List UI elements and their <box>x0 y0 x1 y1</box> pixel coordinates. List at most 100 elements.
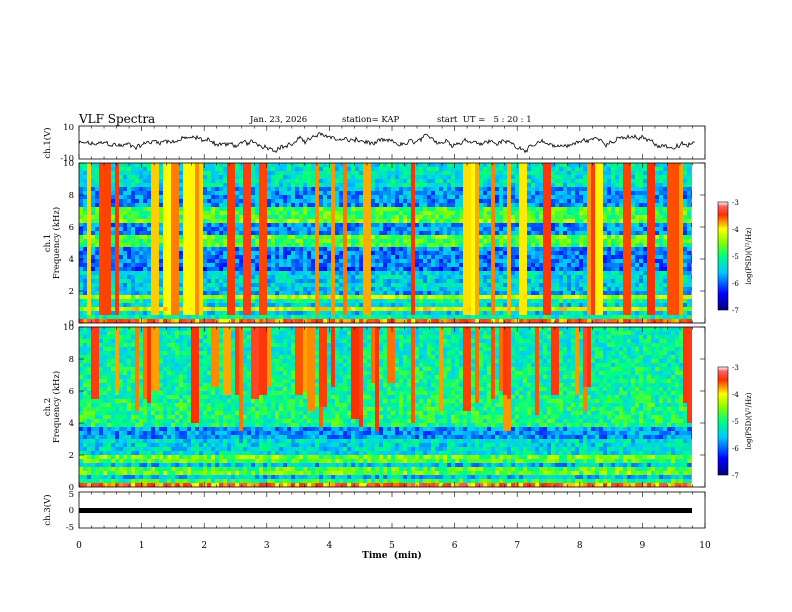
spectrogram-cell <box>611 235 615 239</box>
spectrogram-cell <box>143 199 147 203</box>
spectrogram-cell <box>567 267 571 271</box>
spectrogram-cell <box>315 271 319 275</box>
spectrogram-cell <box>459 279 463 283</box>
spectrogram-cell <box>103 183 107 187</box>
spectrogram-cell <box>631 227 635 231</box>
spectrogram-cell <box>259 187 263 191</box>
spectrogram-cell <box>639 279 643 283</box>
spectrogram-cell <box>483 175 487 179</box>
spectrogram-cell <box>607 267 611 271</box>
spectrogram-cell <box>135 163 139 167</box>
spectrogram-cell <box>171 199 175 203</box>
spectrogram-cell <box>299 199 303 203</box>
spectrogram-cell <box>327 287 331 291</box>
spectrogram-cell <box>407 239 411 243</box>
spectrogram-cell <box>387 175 391 179</box>
spectrogram-cell <box>179 251 183 255</box>
spectrogram-cell <box>143 179 147 183</box>
spectrogram-cell <box>679 215 683 219</box>
spectrogram-cell <box>523 203 527 207</box>
spectrogram-cell <box>367 251 371 255</box>
spectrogram-cell <box>427 207 431 211</box>
spectrogram-cell <box>539 215 543 219</box>
spectrogram-cell <box>375 279 379 283</box>
spectrogram-cell <box>267 163 271 167</box>
spectrogram-cell <box>315 203 319 207</box>
spectrogram-cell <box>667 163 671 167</box>
spectrogram-cell <box>663 231 667 235</box>
spectrogram-cell <box>523 199 527 203</box>
spectrogram-cell <box>515 263 519 267</box>
spectrogram-cell <box>175 171 179 175</box>
spectrogram-cell <box>439 215 443 219</box>
spectrogram-cell <box>527 255 531 259</box>
spectrogram-cell <box>291 231 295 235</box>
spectrogram-cell <box>91 275 95 279</box>
spectrogram-cell <box>519 255 523 259</box>
spectrogram-cell <box>263 195 267 199</box>
spectrogram-cell <box>307 199 311 203</box>
spectrogram-cell <box>135 191 139 195</box>
spectrogram-cell <box>639 223 643 227</box>
spectrogram-cell <box>531 171 535 175</box>
spectrogram-cell <box>555 259 559 263</box>
spectrogram-cell <box>567 203 571 207</box>
spectrogram-cell <box>475 211 479 215</box>
spectrogram-cell <box>523 235 527 239</box>
spectrogram-cell <box>647 239 651 243</box>
spectrogram-cell <box>631 263 635 267</box>
spectrogram-cell <box>543 251 547 255</box>
spectrogram-cell <box>315 283 319 287</box>
spectrogram-cell <box>435 259 439 263</box>
spectrogram-cell <box>659 175 663 179</box>
spectrogram-cell <box>159 279 163 283</box>
spectrogram-cell <box>267 183 271 187</box>
spectrogram-cell <box>663 207 667 211</box>
spectrogram-cell <box>491 167 495 171</box>
spectrogram-cell <box>535 275 539 279</box>
spectrogram-cell <box>687 259 691 263</box>
spectrogram-cell <box>243 211 247 215</box>
spectrogram-cell <box>203 279 207 283</box>
spectrogram-cell <box>191 263 195 267</box>
spectrogram-cell <box>431 287 435 291</box>
spectrogram-cell <box>623 275 627 279</box>
spectrogram-cell <box>415 203 419 207</box>
spectrogram-cell <box>647 191 651 195</box>
spectrogram-cell <box>207 235 211 239</box>
spectrogram-cell <box>183 215 187 219</box>
spectrogram-cell <box>659 163 663 167</box>
spectrogram-cell <box>187 199 191 203</box>
spectrogram-cell <box>559 227 563 231</box>
spectrogram-cell <box>455 247 459 251</box>
spectrogram-cell <box>575 211 579 215</box>
spectrogram-cell <box>487 267 491 271</box>
spectrogram-cell <box>367 227 371 231</box>
spectrogram-cell <box>231 211 235 215</box>
spectrogram-cell <box>315 179 319 183</box>
spectrogram-cell <box>523 275 527 279</box>
spectrogram-cell <box>255 279 259 283</box>
spectrogram-cell <box>243 243 247 247</box>
spectrogram-cell <box>479 263 483 267</box>
spectrogram-cell <box>311 243 315 247</box>
spectrogram-cell <box>527 203 531 207</box>
spectrogram-cell <box>475 255 479 259</box>
spectrogram-cell <box>279 287 283 291</box>
spectrogram-cell <box>639 243 643 247</box>
spectrogram-cell <box>683 247 687 251</box>
spectrogram-cell <box>663 179 667 183</box>
spectrogram-cell <box>375 235 379 239</box>
spectrogram-cell <box>455 211 459 215</box>
spectrogram-cell <box>147 195 151 199</box>
spectrogram-cell <box>571 163 575 167</box>
spectrogram-cell <box>523 239 527 243</box>
spectrogram-cell <box>107 227 111 231</box>
spectrogram-cell <box>531 243 535 247</box>
spectrogram-cell <box>187 175 191 179</box>
spectrogram-cell <box>615 191 619 195</box>
spectrogram-cell <box>663 283 667 287</box>
spectrogram-cell <box>387 211 391 215</box>
spectrogram-cell <box>439 223 443 227</box>
spectrogram-cell <box>475 243 479 247</box>
